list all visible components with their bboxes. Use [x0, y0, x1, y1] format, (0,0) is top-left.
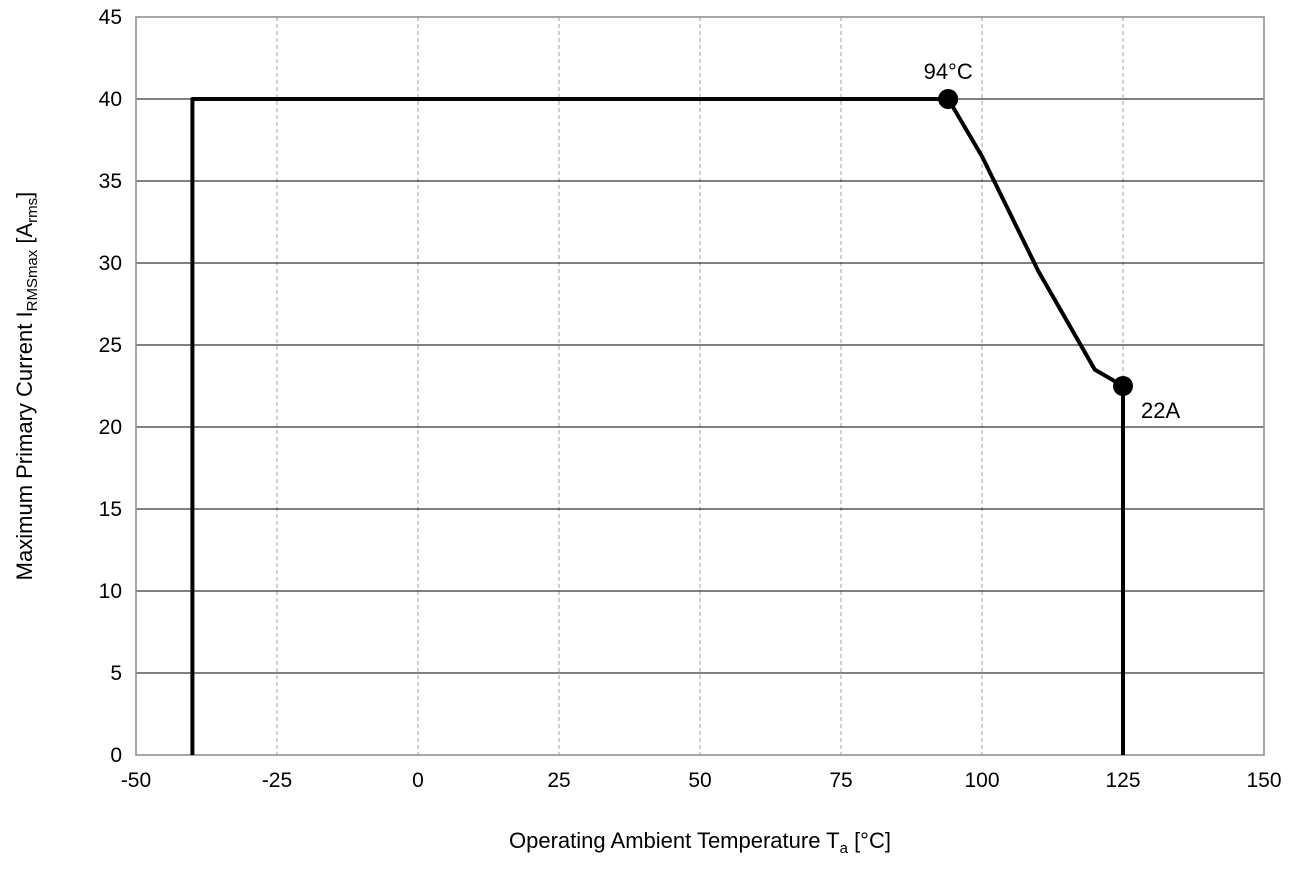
x-tick-label: 75 [829, 769, 852, 792]
x-tick-label: 25 [547, 769, 570, 792]
x-tick-label: 150 [1246, 769, 1281, 792]
y-tick-label: 30 [99, 252, 122, 275]
x-tick-label: 0 [412, 769, 424, 792]
y-tick-label: 20 [99, 416, 122, 439]
x-tick-label: -25 [262, 769, 292, 792]
y-axis-title: Maximum Primary Current IRMSmax [Arms] [12, 192, 41, 581]
y-tick-label: 35 [99, 170, 122, 193]
y-tick-label: 45 [99, 6, 122, 29]
x-axis-title: Operating Ambient Temperature Ta [°C] [509, 828, 891, 857]
y-tick-label: 15 [99, 498, 122, 521]
y-tick-label: 25 [99, 334, 122, 357]
x-tick-label: 125 [1105, 769, 1140, 792]
y-tick-label: 0 [110, 744, 122, 767]
y-tick-label: 10 [99, 580, 122, 603]
x-tick-label: -50 [121, 769, 151, 792]
x-tick-label: 100 [964, 769, 999, 792]
y-tick-label: 40 [99, 88, 122, 111]
y-tick-label: 5 [110, 662, 122, 685]
data-point-marker [938, 89, 959, 109]
point-annotation: 94°C [924, 59, 973, 84]
plot-area-frame [135, 16, 1265, 756]
derating-curve-line [190, 97, 1125, 755]
data-point-marker [1113, 376, 1133, 396]
point-annotation: 22A [1141, 398, 1180, 423]
x-tick-label: 50 [688, 769, 711, 792]
